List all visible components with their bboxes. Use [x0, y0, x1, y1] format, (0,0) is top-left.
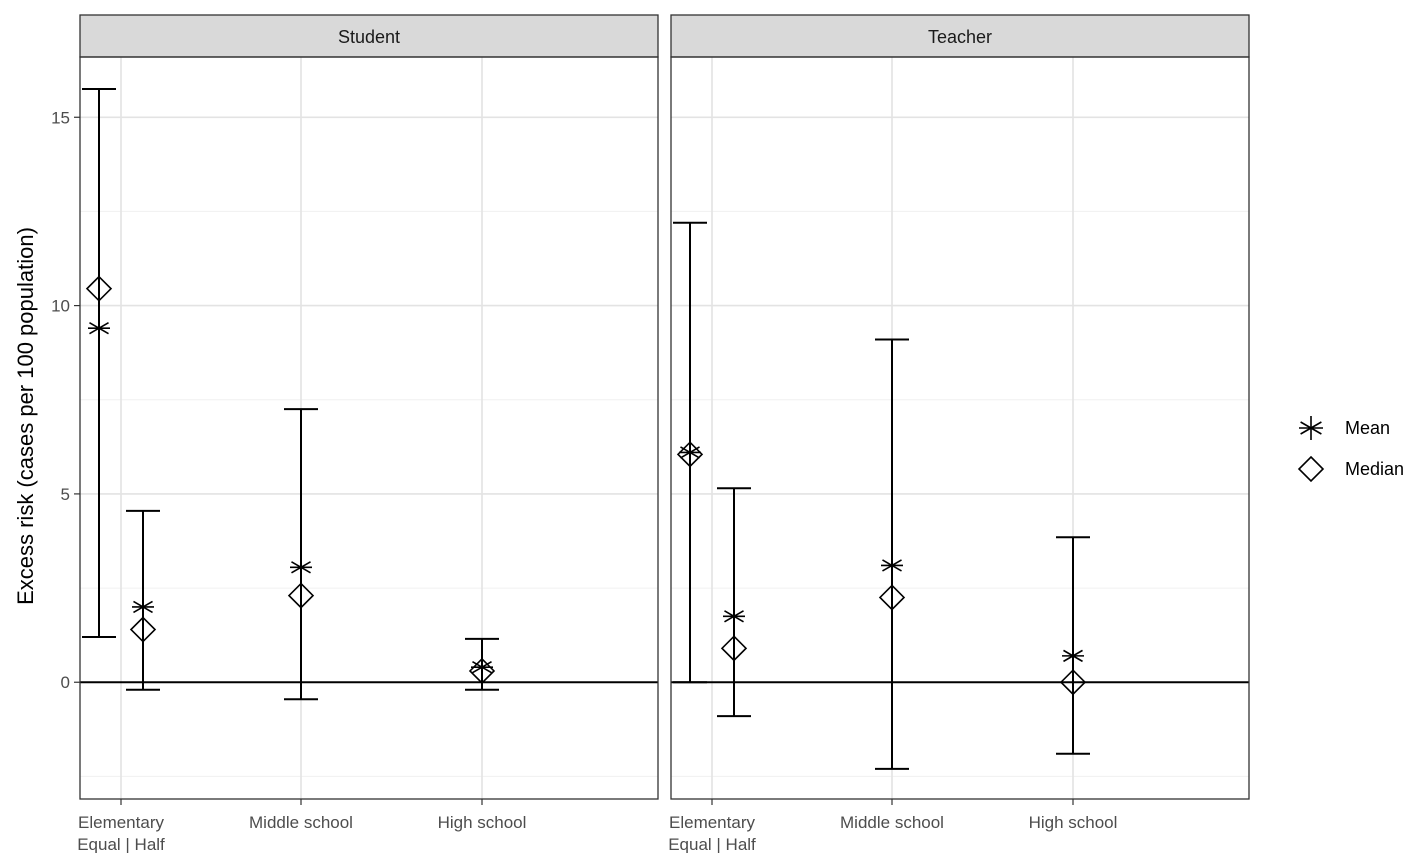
x-tick-label: Middle school [840, 813, 944, 832]
x-tick-label: High school [438, 813, 527, 832]
y-axis-title: Excess risk (cases per 100 population) [13, 227, 38, 605]
legend-item-mean: Mean [1299, 416, 1390, 440]
median-point [676, 441, 704, 468]
legend-item-median: Median [1297, 455, 1404, 483]
mean-point [88, 317, 110, 340]
panel-strip-label: Student [338, 27, 400, 47]
mean-point [290, 556, 312, 579]
panel-border [79, 56, 659, 800]
median-point [85, 275, 113, 302]
median-point [1059, 669, 1087, 696]
legend-label: Median [1345, 459, 1404, 479]
y-tick-label: 0 [61, 673, 70, 692]
mean-point [679, 441, 701, 464]
panel-strip [670, 14, 1250, 58]
median-point [720, 635, 748, 662]
x-tick-label: Elementary [669, 813, 755, 832]
panel-strip-label: Teacher [928, 27, 992, 47]
mean-point [1062, 644, 1084, 667]
panel-border [670, 56, 1250, 800]
median-point [287, 582, 315, 609]
panel-background [80, 57, 658, 799]
mean-point [881, 554, 903, 577]
mean-point [132, 595, 154, 618]
x-tick-label: Equal | Half [77, 835, 165, 853]
y-tick-label: 10 [51, 297, 70, 316]
median-point [878, 584, 906, 611]
x-tick-label: Elementary [78, 813, 164, 832]
y-tick-label: 5 [61, 485, 70, 504]
mean-point [723, 605, 745, 628]
mean-point [471, 656, 493, 679]
median-point [129, 616, 157, 643]
x-tick-label: Equal | Half [668, 835, 756, 853]
panel-background [671, 57, 1249, 799]
x-tick-label: High school [1029, 813, 1118, 832]
panel-teacher: Teacher Elementary Equal | Half Middle scho… [668, 14, 1250, 853]
panel-student: Student Elementary Equal | Half Middle scho… [77, 14, 659, 853]
legend-label: Mean [1345, 418, 1390, 438]
legend-diamond-icon [1297, 455, 1325, 483]
x-tick-label: Middle school [249, 813, 353, 832]
y-tick-label: 15 [51, 108, 70, 127]
